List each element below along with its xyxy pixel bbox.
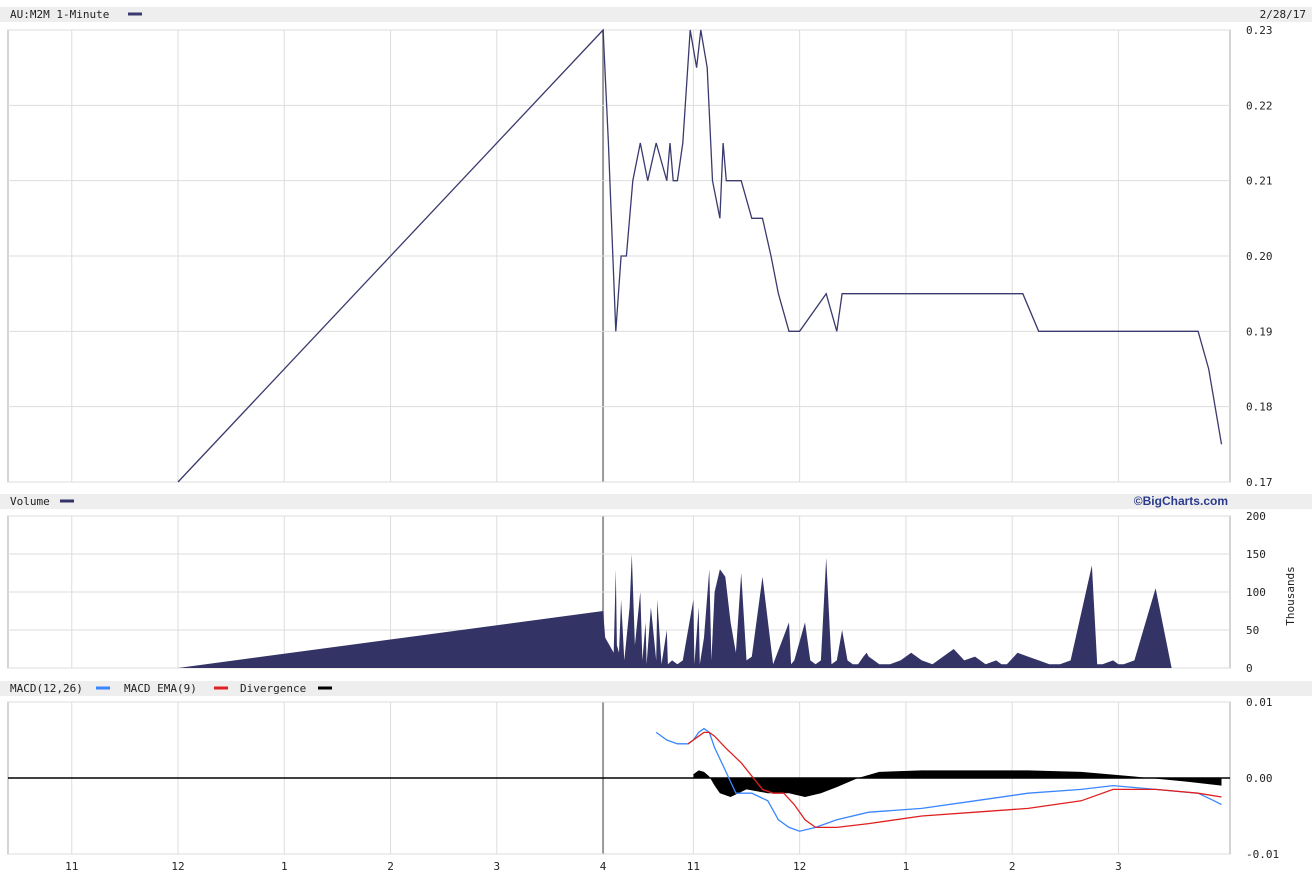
macd-y-tick-label: -0.01: [1246, 848, 1279, 861]
x-tick-label: 11: [687, 860, 700, 872]
grid-lines: [8, 29, 1230, 855]
macd-legend-macd: MACD(12,26): [10, 682, 83, 695]
price-line: [177, 28, 1223, 483]
price-y-tick-label: 0.23: [1246, 24, 1273, 37]
bigcharts-logo: ©BigCharts.com: [1134, 494, 1228, 508]
volume-title: Volume: [10, 495, 50, 508]
axis-labels: 11 12 1 2 3 4 11 12 1 2 30.230.220.210.200.190.180…: [65, 24, 1279, 872]
macd-legend-divergence: Divergence: [240, 682, 306, 695]
divergence-area: [693, 770, 1222, 797]
x-tick-label: 3: [493, 860, 500, 872]
price-y-tick-label: 0.20: [1246, 250, 1273, 263]
price-y-tick-label: 0.21: [1246, 175, 1273, 188]
macd-y-tick-label: 0.00: [1246, 772, 1273, 785]
volume-header-bar: [0, 494, 1312, 509]
volume-y-tick-label: 50: [1246, 624, 1259, 637]
chart-marks: [8, 28, 1230, 832]
volume-unit-label: Thousands: [1284, 566, 1297, 626]
macd-ema-line: [687, 731, 1222, 829]
price-title: AU:M2M 1-Minute: [10, 8, 109, 21]
x-tick-label: 11: [65, 860, 78, 872]
volume-area: [178, 554, 1222, 668]
macd-legend-ema: MACD EMA(9): [124, 682, 197, 695]
x-tick-label: 4: [600, 860, 607, 872]
volume-y-tick-label: 0: [1246, 662, 1253, 675]
x-tick-label: 1: [281, 860, 288, 872]
x-tick-label: 12: [793, 860, 806, 872]
x-tick-label: 12: [171, 860, 184, 872]
volume-y-tick-label: 150: [1246, 548, 1266, 561]
volume-y-tick-label: 200: [1246, 510, 1266, 523]
price-y-tick-label: 0.19: [1246, 325, 1273, 338]
x-tick-label: 1: [903, 860, 910, 872]
x-tick-label: 2: [387, 860, 394, 872]
x-tick-label: 2: [1009, 860, 1016, 872]
price-y-tick-label: 0.18: [1246, 401, 1273, 414]
x-tick-label: 3: [1115, 860, 1122, 872]
macd-line: [655, 727, 1222, 832]
price-y-tick-label: 0.17: [1246, 476, 1273, 489]
price-date: 2/28/17: [1260, 8, 1306, 21]
macd-y-tick-label: 0.01: [1246, 696, 1273, 709]
price-y-tick-label: 0.22: [1246, 99, 1273, 112]
macd-header-bar: [0, 681, 1312, 696]
price-header-bar: [0, 7, 1312, 22]
volume-y-tick-label: 100: [1246, 586, 1266, 599]
